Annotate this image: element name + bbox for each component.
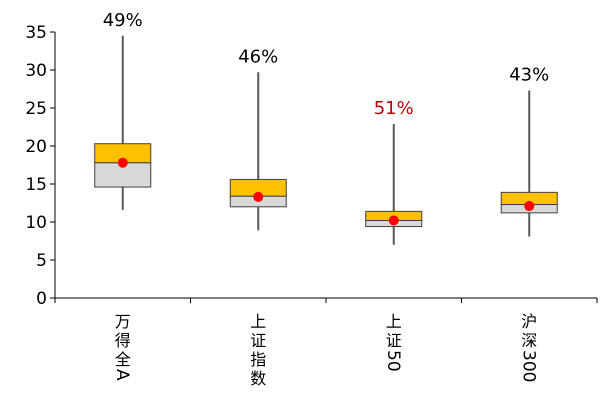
current-value-marker — [117, 157, 128, 168]
y-tick-label: 15 — [25, 175, 47, 195]
x-category-label-char: 证 — [386, 331, 402, 350]
x-category-label-part: 50 — [383, 350, 403, 372]
x-category-label-part: 300 — [518, 350, 538, 382]
x-category-label-char: 得 — [115, 331, 131, 350]
box-1: 49% — [94, 10, 152, 210]
y-axis: 0 5 10 15 20 25 30 35 — [25, 23, 56, 309]
plot-area: 49% 46% 51% 43% — [94, 10, 558, 245]
y-tick-label: 5 — [36, 251, 47, 271]
x-category-label-char: 指 — [250, 350, 266, 369]
current-value-marker — [524, 201, 535, 212]
x-category-label-char: 全 — [115, 350, 131, 369]
percentile-label: 51% — [374, 98, 414, 119]
x-category-label-char: 上 — [250, 312, 266, 331]
current-value-marker — [253, 191, 264, 202]
y-tick-label: 10 — [25, 213, 47, 233]
percentile-label: 43% — [509, 65, 549, 86]
lower-box — [94, 162, 152, 188]
y-tick-label: 25 — [25, 99, 47, 119]
x-category-label-char: 数 — [250, 369, 266, 388]
current-value-marker — [388, 215, 399, 226]
box-3: 51% — [365, 98, 423, 245]
y-tick-label: 30 — [25, 61, 47, 81]
x-category-label-part: A — [112, 369, 132, 381]
x-category-label-char: 上 — [386, 312, 402, 331]
x-category-label-char: 万 — [115, 312, 131, 331]
box-2: 46% — [229, 46, 287, 231]
x-category-label-char: 证 — [250, 331, 266, 350]
y-tick-label: 35 — [25, 23, 47, 43]
percentile-label: 46% — [238, 46, 278, 67]
percentile-label: 49% — [103, 10, 143, 31]
y-tick-label: 20 — [25, 137, 47, 157]
x-category-label-char: 深 — [521, 331, 537, 350]
box-4: 43% — [500, 65, 558, 237]
x-category-label-char: 沪 — [521, 312, 537, 331]
y-tick-label: 0 — [36, 289, 47, 309]
